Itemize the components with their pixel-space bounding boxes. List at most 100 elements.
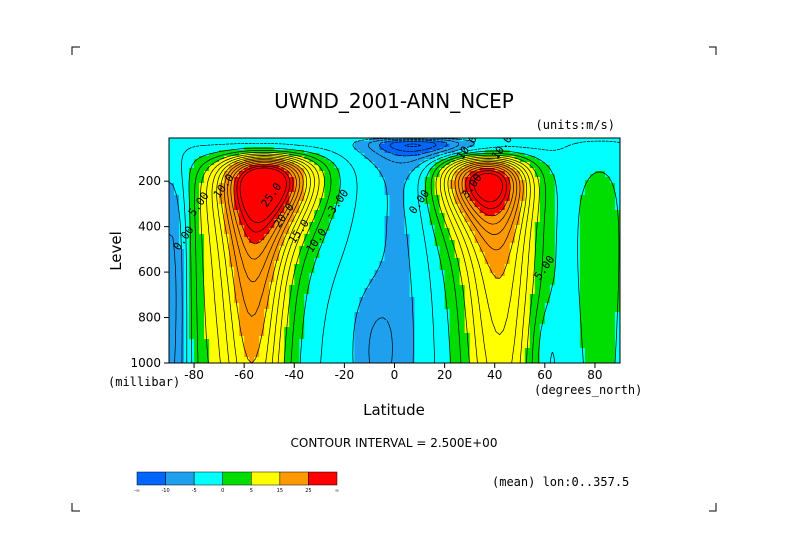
field-cell	[249, 339, 255, 343]
field-cell	[329, 354, 335, 358]
field-cell	[274, 138, 280, 142]
field-cell	[224, 186, 230, 190]
field-cell	[399, 171, 406, 175]
field-cell	[374, 252, 381, 256]
field-cell	[354, 306, 361, 310]
field-cell	[184, 249, 190, 253]
field-cell	[289, 294, 295, 298]
field-cell	[384, 348, 391, 352]
field-cell	[459, 156, 466, 160]
field-cell	[229, 246, 235, 250]
field-cell	[469, 327, 476, 331]
field-cell	[249, 270, 255, 274]
field-cell	[494, 183, 501, 187]
field-cell	[449, 285, 456, 289]
field-cell	[259, 327, 265, 331]
field-cell	[414, 213, 421, 217]
field-cell	[334, 246, 340, 250]
field-cell	[244, 288, 250, 292]
field-cell	[304, 306, 310, 310]
field-cell	[179, 138, 185, 142]
field-cell	[379, 198, 386, 202]
field-cell	[289, 168, 295, 172]
field-cell	[459, 309, 466, 313]
field-cell	[259, 273, 265, 277]
field-cell	[319, 156, 325, 160]
field-cell	[484, 153, 491, 157]
field-cell	[209, 210, 215, 214]
field-cell	[324, 249, 330, 253]
field-cell	[474, 300, 481, 304]
field-cell	[174, 150, 180, 154]
field-cell	[199, 321, 205, 325]
field-cell	[299, 249, 305, 253]
field-cell	[384, 150, 391, 154]
field-cell	[229, 273, 235, 277]
field-cell	[269, 303, 275, 307]
field-cell	[354, 345, 361, 349]
field-cell	[274, 297, 280, 301]
field-cell	[314, 324, 320, 328]
field-cell	[334, 210, 340, 214]
field-cell	[404, 270, 411, 274]
field-cell	[284, 225, 290, 229]
field-cell	[284, 312, 290, 316]
field-cell	[384, 189, 391, 193]
field-cell	[244, 351, 250, 355]
field-cell	[444, 357, 451, 361]
field-cell	[289, 309, 295, 313]
field-cell	[179, 321, 185, 325]
field-cell	[294, 306, 300, 310]
field-cell	[424, 228, 431, 232]
field-cell	[279, 348, 285, 352]
field-cell	[364, 144, 371, 148]
field-cell	[269, 150, 275, 154]
field-cell	[229, 342, 235, 346]
field-cell	[384, 165, 391, 169]
field-cell	[279, 171, 285, 175]
field-cell	[474, 342, 481, 346]
field-cell	[499, 138, 506, 142]
field-cell	[309, 177, 315, 181]
field-cell	[339, 252, 345, 256]
field-cell	[359, 255, 366, 259]
field-cell	[169, 150, 175, 154]
field-cell	[399, 297, 406, 301]
field-cell	[244, 294, 250, 298]
field-cell	[474, 225, 481, 229]
field-cell	[239, 315, 245, 319]
field-cell	[174, 264, 180, 268]
field-cell	[339, 354, 345, 358]
field-cell	[494, 165, 501, 169]
field-cell	[419, 189, 426, 193]
field-cell	[344, 162, 350, 166]
field-cell	[379, 138, 386, 142]
field-cell	[324, 315, 330, 319]
field-cell	[254, 174, 260, 178]
field-cell	[189, 183, 195, 187]
field-cell	[204, 282, 210, 286]
field-cell	[329, 258, 335, 262]
field-cell	[219, 150, 225, 154]
field-cell	[204, 318, 210, 322]
field-cell	[214, 339, 220, 343]
field-cell	[499, 237, 506, 241]
field-cell	[464, 228, 471, 232]
field-cell	[259, 270, 265, 274]
field-cell	[364, 354, 371, 358]
field-cell	[319, 144, 325, 148]
field-cell	[374, 159, 381, 163]
field-cell	[324, 153, 330, 157]
field-cell	[489, 357, 496, 361]
field-cell	[169, 288, 175, 292]
field-cell	[174, 243, 180, 247]
field-cell	[364, 333, 371, 337]
field-cell	[204, 252, 210, 256]
field-cell	[489, 333, 496, 337]
field-cell	[289, 321, 295, 325]
field-cell	[399, 234, 406, 238]
field-cell	[279, 219, 285, 223]
field-cell	[349, 264, 356, 268]
field-cell	[189, 147, 195, 151]
field-cell	[409, 291, 416, 295]
